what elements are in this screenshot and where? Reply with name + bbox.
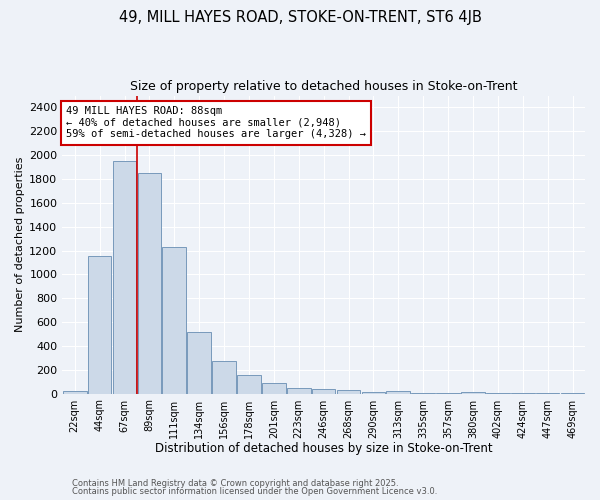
Title: Size of property relative to detached houses in Stoke-on-Trent: Size of property relative to detached ho… — [130, 80, 517, 93]
Bar — [113, 161, 136, 394]
Bar — [337, 390, 361, 394]
Text: 49, MILL HAYES ROAD, STOKE-ON-TRENT, ST6 4JB: 49, MILL HAYES ROAD, STOKE-ON-TRENT, ST6… — [119, 10, 481, 25]
Text: Contains HM Land Registry data © Crown copyright and database right 2025.: Contains HM Land Registry data © Crown c… — [72, 478, 398, 488]
Bar — [163, 247, 186, 394]
Bar — [262, 383, 286, 394]
Bar — [63, 391, 86, 394]
Bar — [212, 362, 236, 394]
Text: Contains public sector information licensed under the Open Government Licence v3: Contains public sector information licen… — [72, 487, 437, 496]
Bar — [88, 256, 112, 394]
Bar — [187, 332, 211, 394]
Bar — [386, 391, 410, 394]
Bar — [362, 392, 385, 394]
Bar — [237, 375, 261, 394]
Y-axis label: Number of detached properties: Number of detached properties — [15, 157, 25, 332]
Bar — [287, 388, 311, 394]
Bar — [137, 173, 161, 394]
Text: 49 MILL HAYES ROAD: 88sqm
← 40% of detached houses are smaller (2,948)
59% of se: 49 MILL HAYES ROAD: 88sqm ← 40% of detac… — [66, 106, 366, 140]
Bar — [312, 390, 335, 394]
Bar — [412, 393, 435, 394]
Bar — [461, 392, 485, 394]
X-axis label: Distribution of detached houses by size in Stoke-on-Trent: Distribution of detached houses by size … — [155, 442, 493, 455]
